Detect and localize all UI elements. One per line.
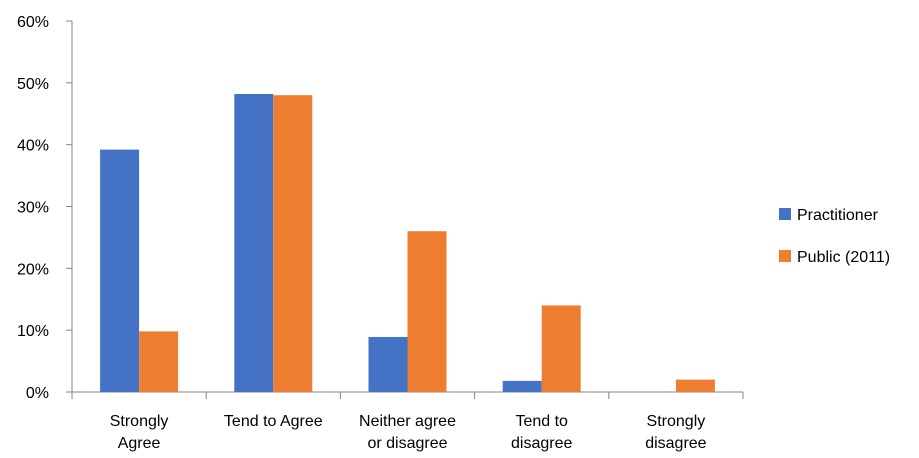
y-tick-label: 0% (26, 385, 49, 402)
y-tick-label: 40% (17, 138, 49, 155)
bar-public-2011 (541, 305, 581, 392)
x-axis: Strongly Agree Tend to Agree Neither agree o… (71, 391, 744, 452)
y-tick-label: 60% (17, 14, 49, 31)
y-axis: 0% 10% 20% 30% 40% 50% 60% (17, 14, 73, 402)
bar-practitioner (100, 149, 140, 392)
y-tick-label: 50% (17, 76, 49, 93)
y-tick-label: 10% (17, 323, 49, 340)
legend-swatch (779, 250, 791, 262)
bar-practitioner (234, 93, 274, 393)
x-category-label: Tend to disagree (511, 413, 572, 452)
bars (100, 93, 715, 393)
bar-public-2011 (273, 95, 313, 392)
bar-public-2011 (139, 331, 179, 392)
x-category-label: Strongly disagree (645, 413, 706, 452)
y-tick-label: 20% (17, 261, 49, 278)
x-category-label: Tend to Agree (224, 413, 323, 430)
y-tick-label: 30% (17, 200, 49, 217)
legend-label: Practitioner (797, 207, 879, 224)
legend: Practitioner Public (2011) (779, 207, 890, 266)
x-category-label: Strongly Agree (110, 413, 169, 452)
legend-label: Public (2011) (797, 249, 890, 266)
bar-practitioner (502, 380, 542, 392)
bar-public-2011 (675, 379, 715, 392)
x-category-label: Neither agree or disagree (359, 413, 456, 452)
bar-practitioner (368, 336, 408, 392)
bar-public-2011 (407, 231, 447, 392)
legend-swatch (779, 208, 791, 220)
